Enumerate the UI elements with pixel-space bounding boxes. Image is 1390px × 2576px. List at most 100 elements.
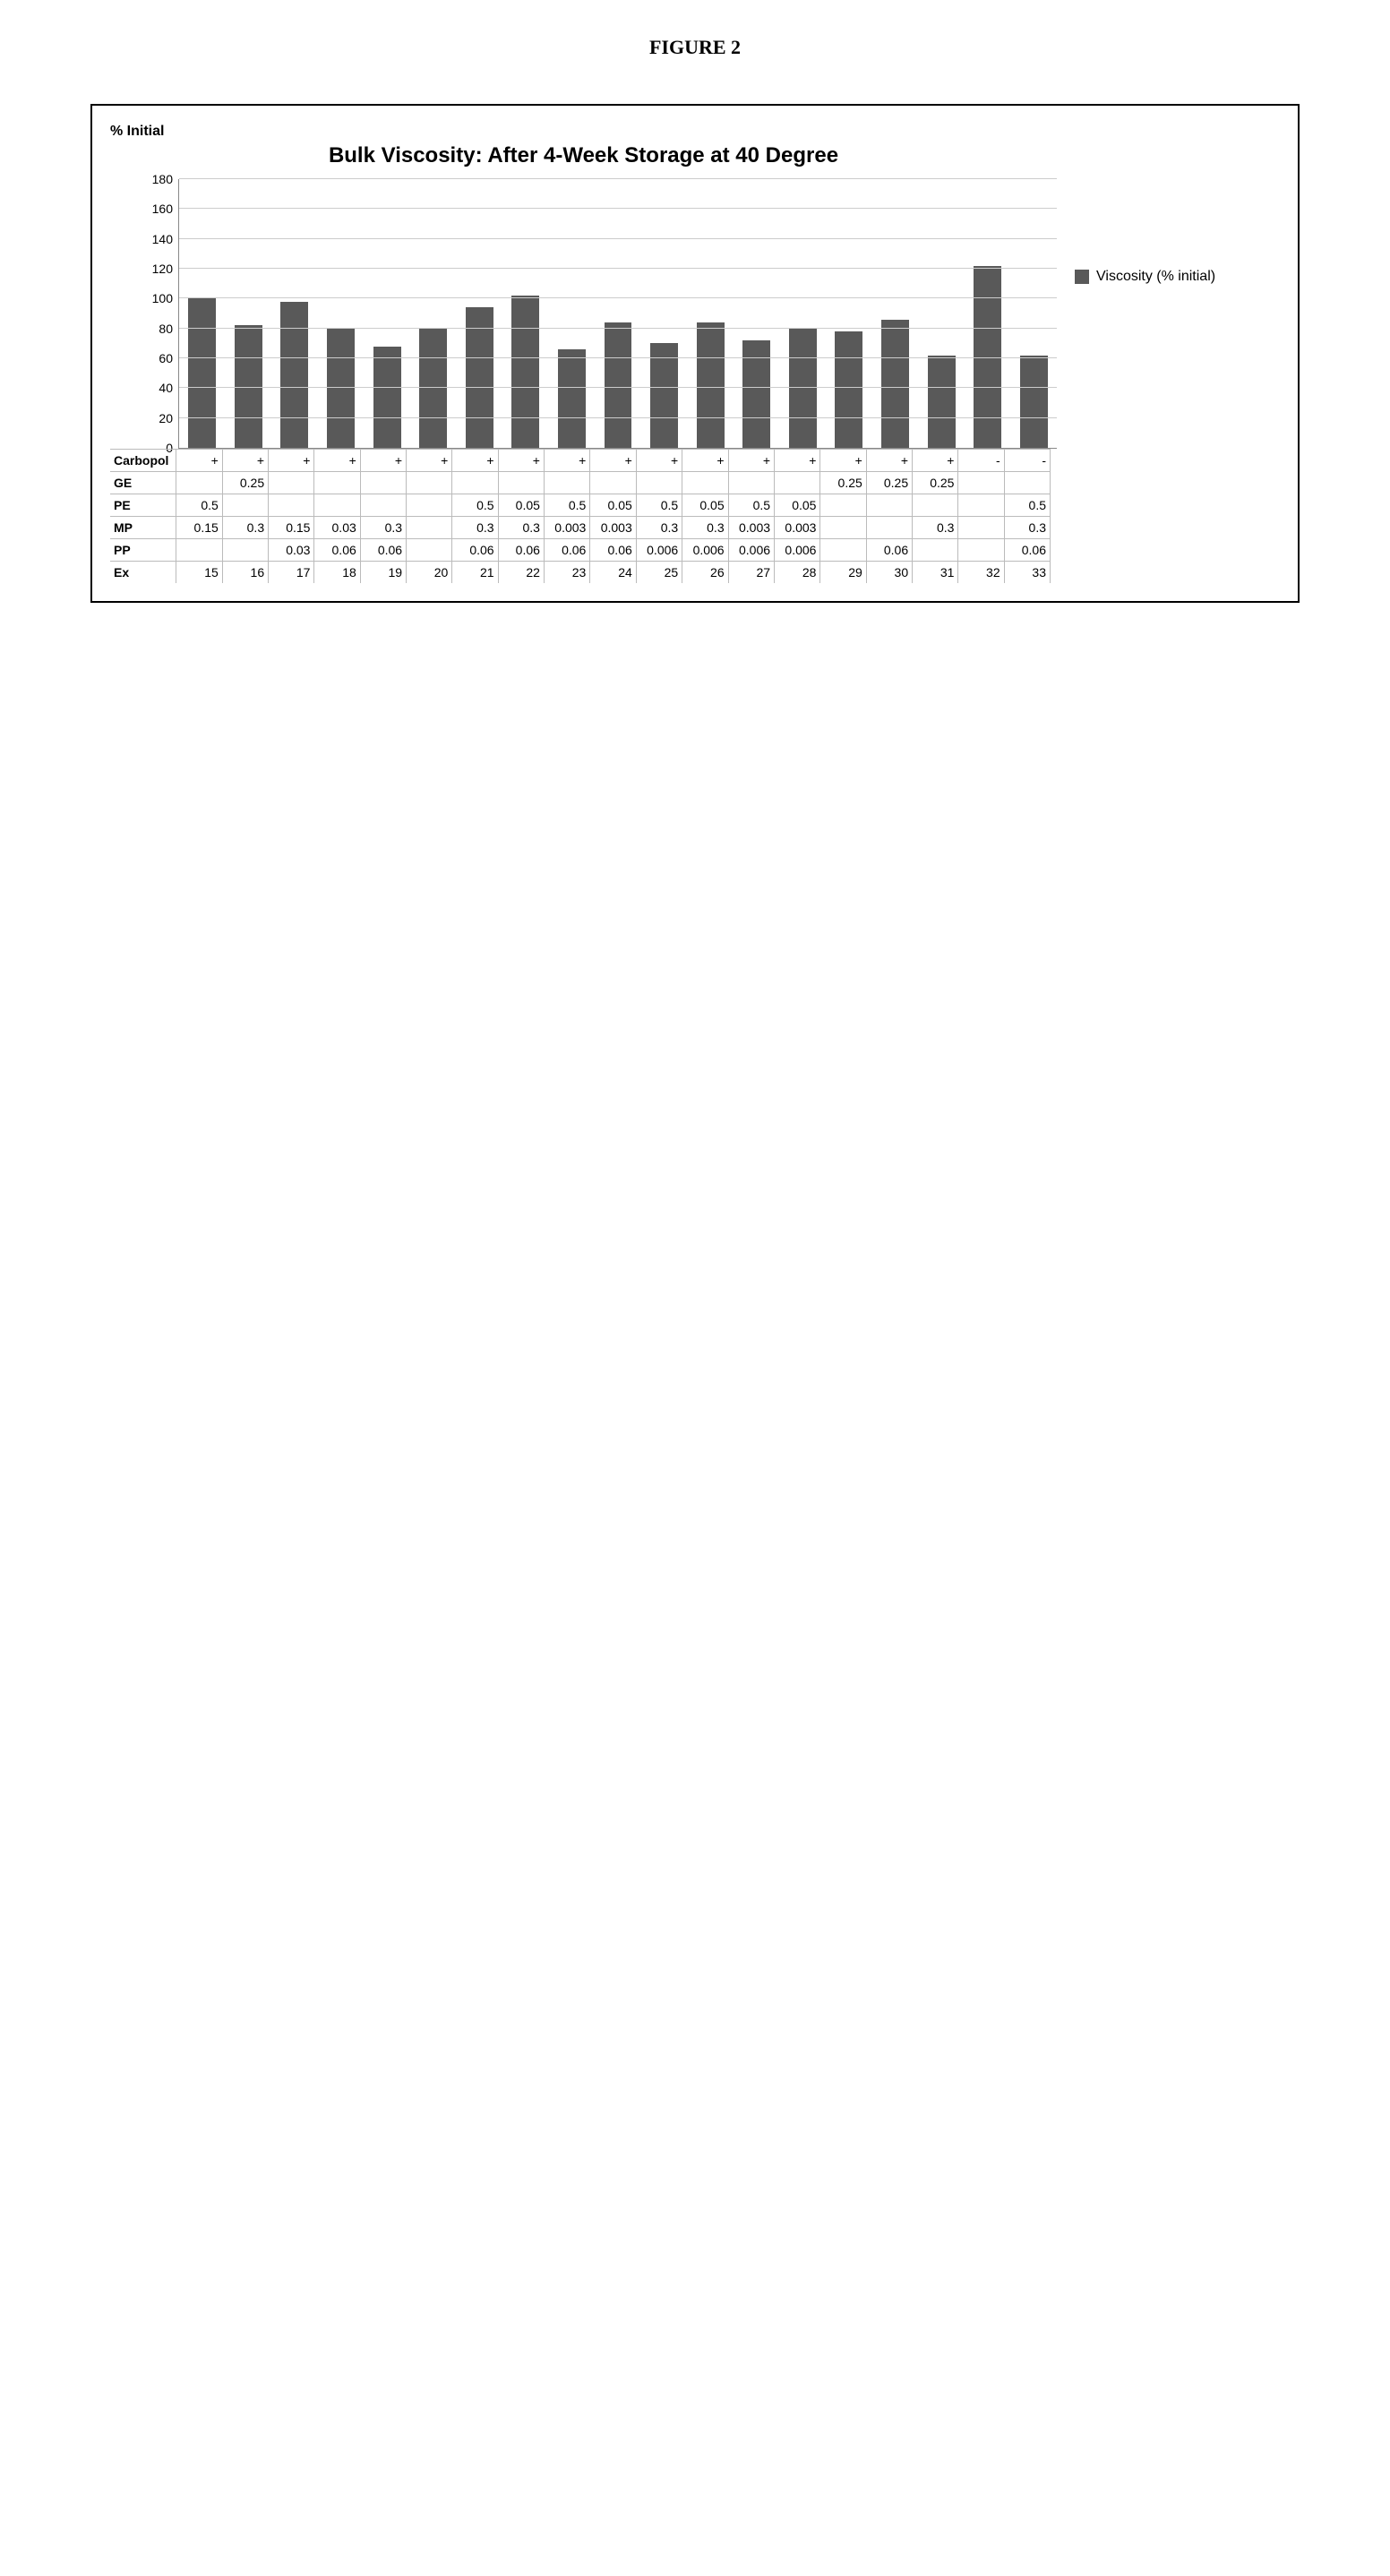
table-cell: 0.5 [176,494,222,517]
table-cell: 0.5 [452,494,498,517]
table-cell: 0.06 [590,539,636,562]
table-cell: 0.05 [590,494,636,517]
table-cell: 16 [222,562,268,584]
table-cell: 20 [407,562,452,584]
table-cell [407,494,452,517]
table-cell: + [407,450,452,472]
table-cell [728,472,774,494]
row-header: Carbopol [110,450,176,472]
table-cell: 0.25 [866,472,912,494]
row-header: GE [110,472,176,494]
plot-area [178,179,1057,449]
legend: Viscosity (% initial) [1075,269,1215,285]
table-cell [407,472,452,494]
bar-slot [965,179,1011,448]
bar-slot [641,179,688,448]
bar-slot [226,179,272,448]
table-cell: + [222,450,268,472]
table-cell: 0.5 [636,494,682,517]
table-cell [314,472,360,494]
table-cell: + [913,450,958,472]
bar [188,298,216,448]
bar-slot [456,179,502,448]
table-cell: 22 [498,562,544,584]
bar [742,340,770,448]
bar [605,322,632,448]
bar-slot [549,179,596,448]
bar [466,307,493,448]
table-row: MP0.150.30.150.030.30.30.30.0030.0030.30… [110,517,1051,539]
table-cell: 0.5 [544,494,589,517]
bar [373,347,401,448]
table-cell: 0.3 [636,517,682,539]
bar-slot [918,179,965,448]
table-cell: 23 [544,562,589,584]
table-cell [866,494,912,517]
table-cell [866,517,912,539]
table-cell [360,472,406,494]
table-cell: 0.03 [269,539,314,562]
gridline [179,328,1057,329]
table-cell: 0.15 [269,517,314,539]
table-cell [360,494,406,517]
table-cell: 0.3 [1004,517,1050,539]
table-cell: 24 [590,562,636,584]
table-cell: 21 [452,562,498,584]
table-cell: 0.003 [728,517,774,539]
table-cell [544,472,589,494]
table-cell: 25 [636,562,682,584]
table-cell: 0.06 [544,539,589,562]
table-cell: + [590,450,636,472]
table-cell: 0.3 [913,517,958,539]
chart-frame: % Initial Bulk Viscosity: After 4-Week S… [90,104,1300,603]
chart-title: Bulk Viscosity: After 4-Week Storage at … [110,143,1057,168]
table-cell: 0.06 [498,539,544,562]
table-cell: 26 [682,562,728,584]
table-cell: + [682,450,728,472]
table-cell [176,472,222,494]
table-cell [958,517,1004,539]
gridline [179,417,1057,418]
table-cell: 0.3 [498,517,544,539]
bar [558,349,586,448]
bar [881,320,909,448]
table-cell [636,472,682,494]
bar-slot [271,179,318,448]
gridline [179,268,1057,269]
table-cell [498,472,544,494]
table-cell: 0.06 [314,539,360,562]
row-header: Ex [110,562,176,584]
table-cell: 0.05 [498,494,544,517]
table-cell [820,517,866,539]
bar-slot [826,179,872,448]
bar-slot [502,179,549,448]
table-cell: 0.006 [682,539,728,562]
row-header: MP [110,517,176,539]
table-cell [407,539,452,562]
bar-slot [780,179,827,448]
bar [697,322,725,448]
table-cell: 0.06 [1004,539,1050,562]
bar-slot [1010,179,1057,448]
bar [650,343,678,448]
table-cell: 0.5 [1004,494,1050,517]
table-cell: 0.25 [820,472,866,494]
bar-slot [734,179,780,448]
table-cell [590,472,636,494]
table-cell: 0.25 [222,472,268,494]
bar [835,331,862,448]
table-cell: 0.3 [452,517,498,539]
table-cell: 0.006 [775,539,820,562]
table-cell [269,494,314,517]
table-cell: 0.05 [775,494,820,517]
table-cell: 32 [958,562,1004,584]
table-cell: + [498,450,544,472]
table-cell [913,494,958,517]
table-cell [682,472,728,494]
row-header: PE [110,494,176,517]
table-cell: 0.05 [682,494,728,517]
table-cell: + [866,450,912,472]
legend-swatch [1075,270,1089,284]
table-cell: 0.25 [913,472,958,494]
row-header: PP [110,539,176,562]
